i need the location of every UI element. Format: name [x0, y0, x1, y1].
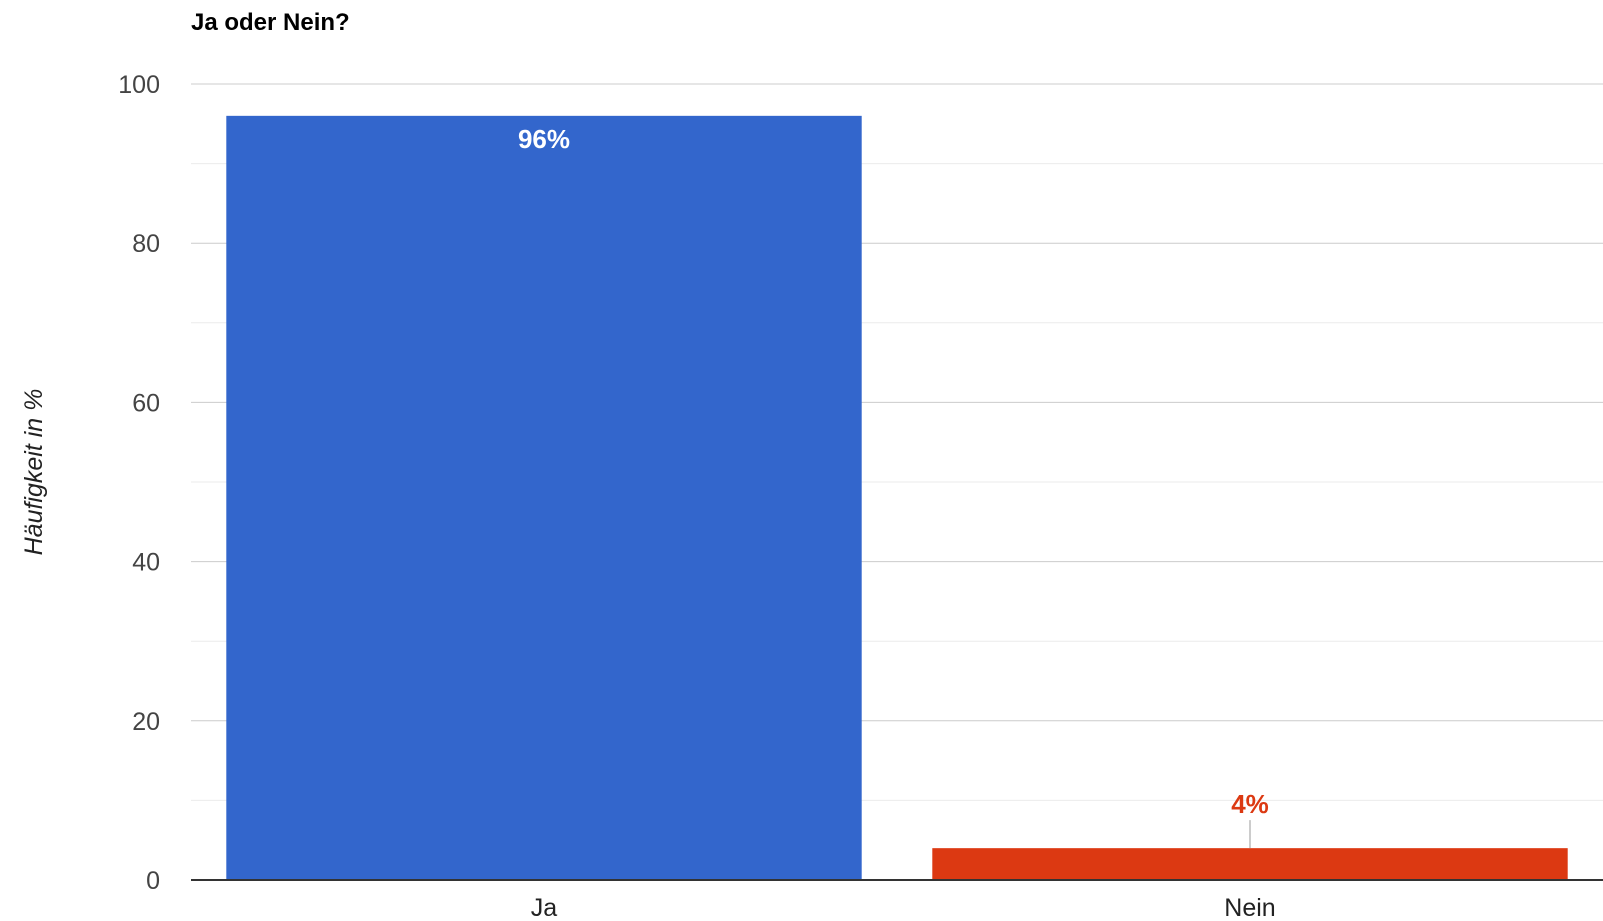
x-category-label: Nein	[1224, 894, 1275, 921]
bar-ja[interactable]	[226, 115, 862, 881]
y-tick-label: 80	[132, 230, 160, 258]
y-axis-label: Häufigkeit in %	[20, 389, 48, 556]
y-tick-label: 40	[132, 549, 160, 577]
bar-nein[interactable]	[932, 848, 1568, 880]
bars	[226, 115, 1568, 881]
x-axis-categories: Ja Nein	[531, 894, 1276, 921]
data-label-ja: 96%	[518, 124, 570, 154]
data-labels: 96% 4%	[518, 124, 1269, 849]
data-label-nein: 4%	[1231, 789, 1269, 819]
y-tick-label: 20	[132, 708, 160, 736]
y-tick-label: 100	[118, 71, 160, 99]
x-category-label: Ja	[531, 894, 558, 921]
chart-title: Ja oder Nein?	[191, 9, 350, 36]
y-tick-label: 60	[132, 389, 160, 417]
y-tick-label: 0	[146, 867, 160, 895]
y-axis-ticks: 0 20 40 60 80 100	[118, 71, 160, 895]
